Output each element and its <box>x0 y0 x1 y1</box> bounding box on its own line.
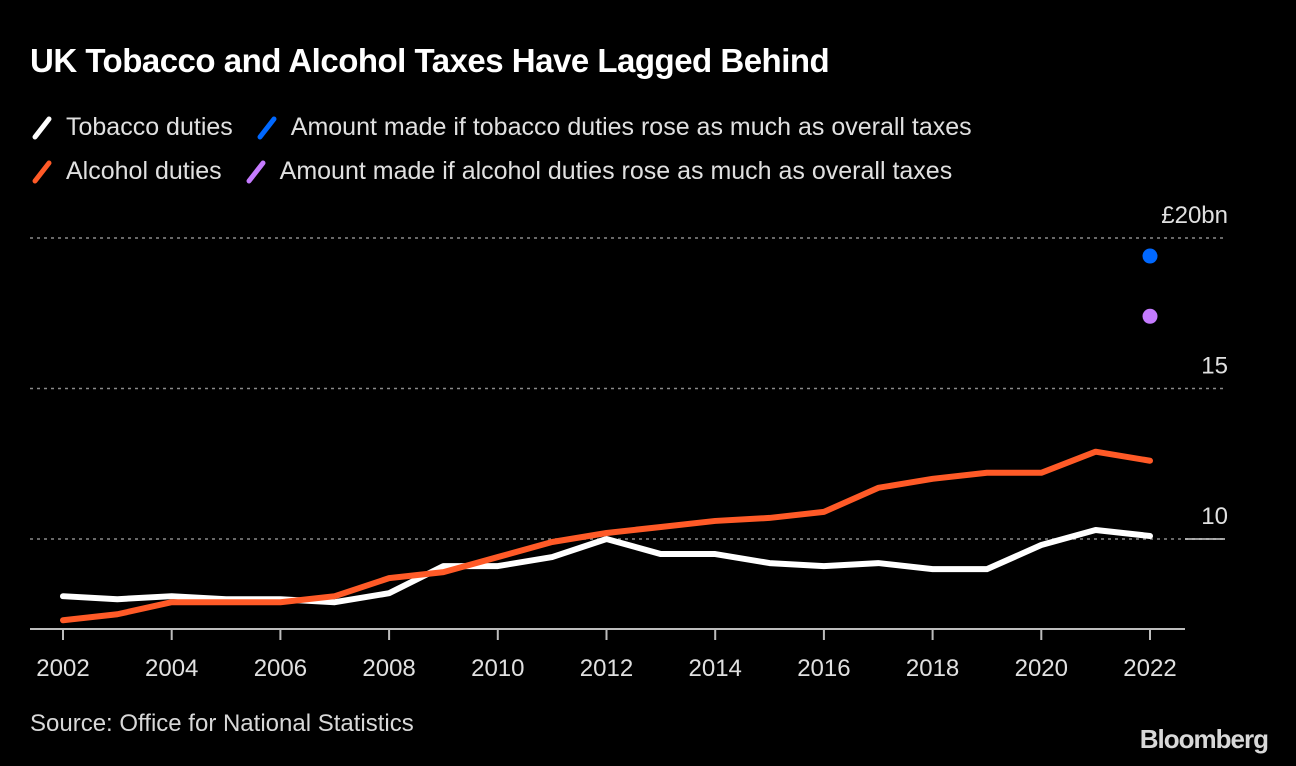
x-tick-label: 2010 <box>471 655 524 682</box>
source-note: Source: Office for National Statistics <box>30 710 414 737</box>
x-tick-label: 2002 <box>36 655 89 682</box>
x-tick-label: 2020 <box>1015 655 1068 682</box>
tobacco-swatch-icon <box>32 116 52 139</box>
x-tick-label: 2018 <box>906 655 959 682</box>
series-line-tobacco <box>60 526 1153 606</box>
series-line-alcohol <box>60 448 1153 624</box>
legend-label: Alcohol duties <box>66 157 222 185</box>
legend-row-1: Tobacco duties Amount made if tobacco du… <box>30 113 994 142</box>
legend-item-tobacco-counterfactual: Amount made if tobacco duties rose as mu… <box>255 113 972 142</box>
x-tick-label: 2004 <box>145 655 198 682</box>
legend-label: Amount made if tobacco duties rose as mu… <box>290 113 972 141</box>
legend-label: Tobacco duties <box>66 113 233 141</box>
tobacco-counterfactual-point <box>1142 248 1158 264</box>
x-tick-label: 2022 <box>1123 655 1176 682</box>
x-tick-label: 2008 <box>362 655 415 682</box>
legend-label: Amount made if alcohol duties rose as mu… <box>279 157 953 185</box>
x-tick-label: 2006 <box>254 655 307 682</box>
legend-row-2: Alcohol duties Amount made if alcohol du… <box>30 157 974 186</box>
legend-item-tobacco: Tobacco duties <box>30 113 233 142</box>
x-tick-label: 2016 <box>797 655 850 682</box>
bloomberg-logo: Bloomberg <box>1139 724 1269 754</box>
y-tick-label: 15 <box>1201 353 1228 380</box>
alcohol-swatch-icon <box>32 160 52 183</box>
legend-item-alcohol: Alcohol duties <box>30 157 222 186</box>
x-tick-label: 2014 <box>689 655 742 682</box>
alcohol-counterfactual-point <box>1142 308 1158 324</box>
x-tick-label: 2012 <box>580 655 633 682</box>
y-tick-label: £20bn <box>1161 202 1228 229</box>
tobacco-counterfactual-swatch-icon <box>257 116 277 139</box>
chart-title: UK Tobacco and Alcohol Taxes Have Lagged… <box>30 42 830 79</box>
legend-item-alcohol-counterfactual: Amount made if alcohol duties rose as mu… <box>244 157 953 186</box>
y-tick-label: 10 <box>1201 503 1228 530</box>
alcohol-counterfactual-swatch-icon <box>246 160 266 183</box>
